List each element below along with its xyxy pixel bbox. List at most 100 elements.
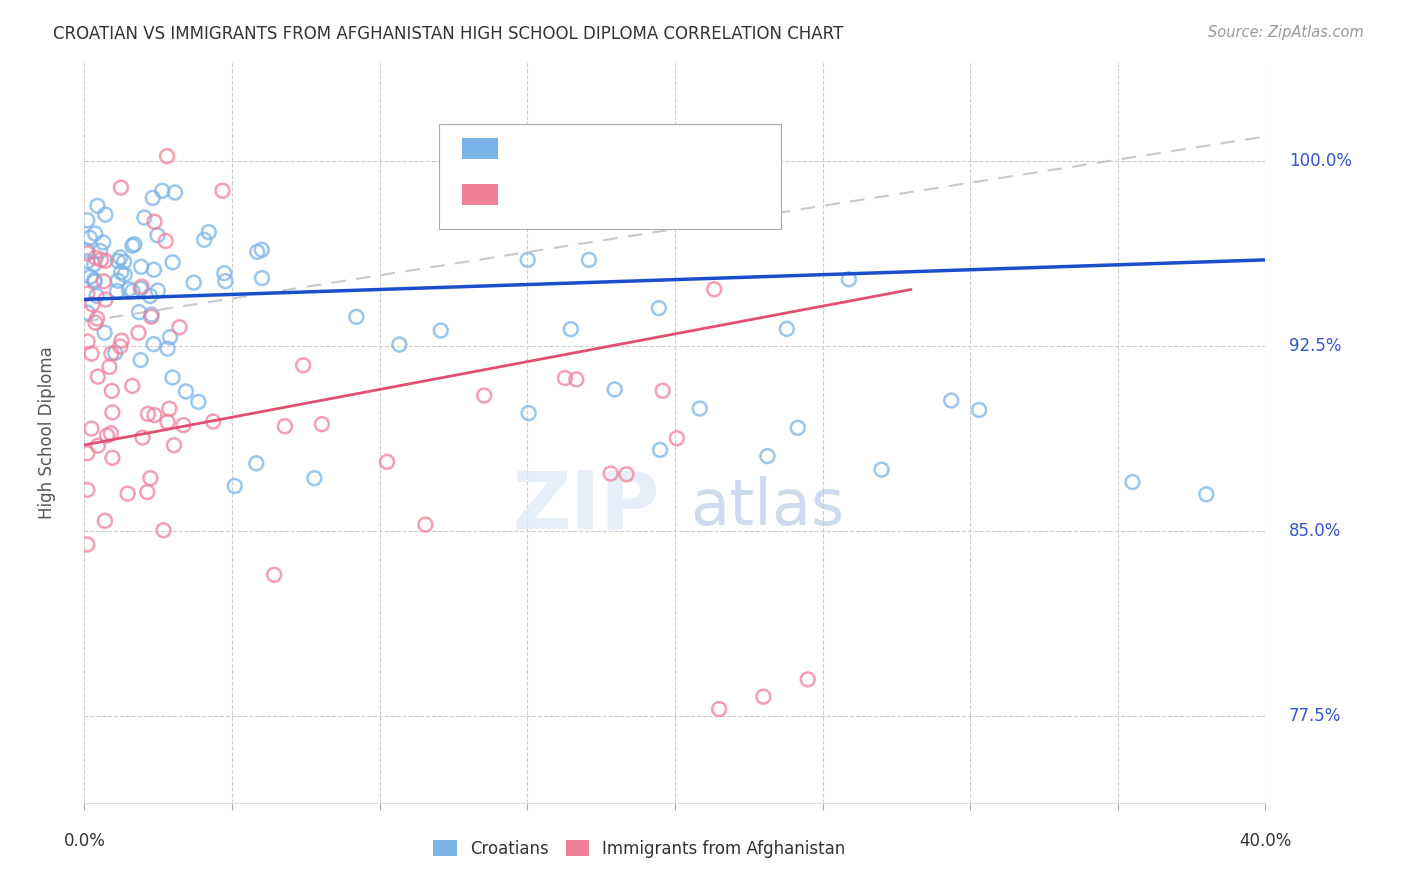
Point xyxy=(214,266,236,280)
Point xyxy=(1122,475,1144,489)
Point xyxy=(96,428,118,442)
Point xyxy=(141,310,163,324)
Point xyxy=(157,401,180,416)
Point xyxy=(156,149,179,163)
Point xyxy=(187,395,209,409)
Point xyxy=(76,286,98,301)
Point xyxy=(142,337,165,351)
Point xyxy=(554,371,576,385)
Point xyxy=(152,523,174,537)
Point xyxy=(76,537,98,551)
Point xyxy=(105,284,128,298)
Point xyxy=(136,485,159,500)
Point xyxy=(129,353,152,368)
Point xyxy=(756,449,779,463)
Text: High School Diploma: High School Diploma xyxy=(38,346,56,519)
Point xyxy=(246,244,269,259)
Text: 0.0%: 0.0% xyxy=(63,832,105,850)
Point xyxy=(304,471,326,485)
Point xyxy=(1195,487,1218,501)
Point xyxy=(616,467,638,482)
Point xyxy=(128,326,150,340)
Point xyxy=(107,274,129,288)
Point xyxy=(98,359,121,374)
Text: 92.5%: 92.5% xyxy=(1289,337,1341,355)
Point xyxy=(118,282,141,296)
Point xyxy=(76,334,98,349)
Point xyxy=(129,282,152,296)
Point xyxy=(651,384,673,398)
Point xyxy=(121,379,143,393)
Point xyxy=(159,330,181,344)
Point xyxy=(388,337,411,351)
Point xyxy=(112,255,135,269)
Point xyxy=(76,244,98,258)
Point xyxy=(292,359,315,373)
Point xyxy=(162,255,184,269)
Point xyxy=(128,305,150,319)
Point xyxy=(76,213,98,227)
Point xyxy=(93,326,115,340)
Point xyxy=(143,215,166,229)
Point xyxy=(648,301,671,315)
Point xyxy=(146,228,169,243)
Point xyxy=(110,251,132,265)
Point xyxy=(82,297,104,311)
Point xyxy=(80,346,103,360)
Point xyxy=(603,383,626,397)
Point xyxy=(101,384,124,398)
Text: atlas: atlas xyxy=(690,475,844,538)
Point xyxy=(110,334,132,348)
Point xyxy=(121,284,143,298)
Point xyxy=(472,388,495,402)
Point xyxy=(114,268,136,282)
Point xyxy=(967,403,990,417)
Point xyxy=(197,225,219,239)
Text: 85.0%: 85.0% xyxy=(1289,523,1341,541)
Point xyxy=(150,184,173,198)
Point xyxy=(211,184,233,198)
Point xyxy=(79,231,101,245)
Point xyxy=(172,418,194,433)
Point xyxy=(86,289,108,303)
Point xyxy=(193,233,215,247)
Point xyxy=(79,269,101,284)
Point xyxy=(156,415,179,429)
Point xyxy=(84,251,107,265)
Point xyxy=(517,406,540,420)
Point xyxy=(689,401,711,416)
Point xyxy=(703,282,725,296)
Point xyxy=(94,293,117,307)
Point xyxy=(146,284,169,298)
Point xyxy=(139,289,162,303)
Point xyxy=(84,227,107,241)
Point xyxy=(83,273,105,287)
Point xyxy=(136,407,159,421)
Point xyxy=(560,322,582,336)
Point xyxy=(776,322,799,336)
Point xyxy=(76,246,98,260)
Point xyxy=(94,208,117,222)
Point xyxy=(250,271,273,285)
Point xyxy=(124,237,146,252)
Point xyxy=(156,342,179,356)
Point xyxy=(870,463,893,477)
Point xyxy=(90,252,112,267)
Point xyxy=(84,316,107,330)
Legend: Croatians, Immigrants from Afghanistan: Croatians, Immigrants from Afghanistan xyxy=(427,833,852,865)
FancyBboxPatch shape xyxy=(439,124,782,229)
Point xyxy=(578,252,600,267)
Text: ZIP: ZIP xyxy=(513,467,661,546)
Point xyxy=(107,254,129,268)
Point xyxy=(599,467,621,481)
Point xyxy=(76,446,98,460)
Text: 100.0%: 100.0% xyxy=(1289,153,1353,170)
Point xyxy=(108,340,131,354)
Point xyxy=(797,673,820,687)
Point xyxy=(141,308,163,322)
Point xyxy=(89,244,111,258)
Point xyxy=(100,346,122,360)
Bar xyxy=(463,138,498,159)
Point xyxy=(94,253,117,268)
Bar xyxy=(463,184,498,204)
